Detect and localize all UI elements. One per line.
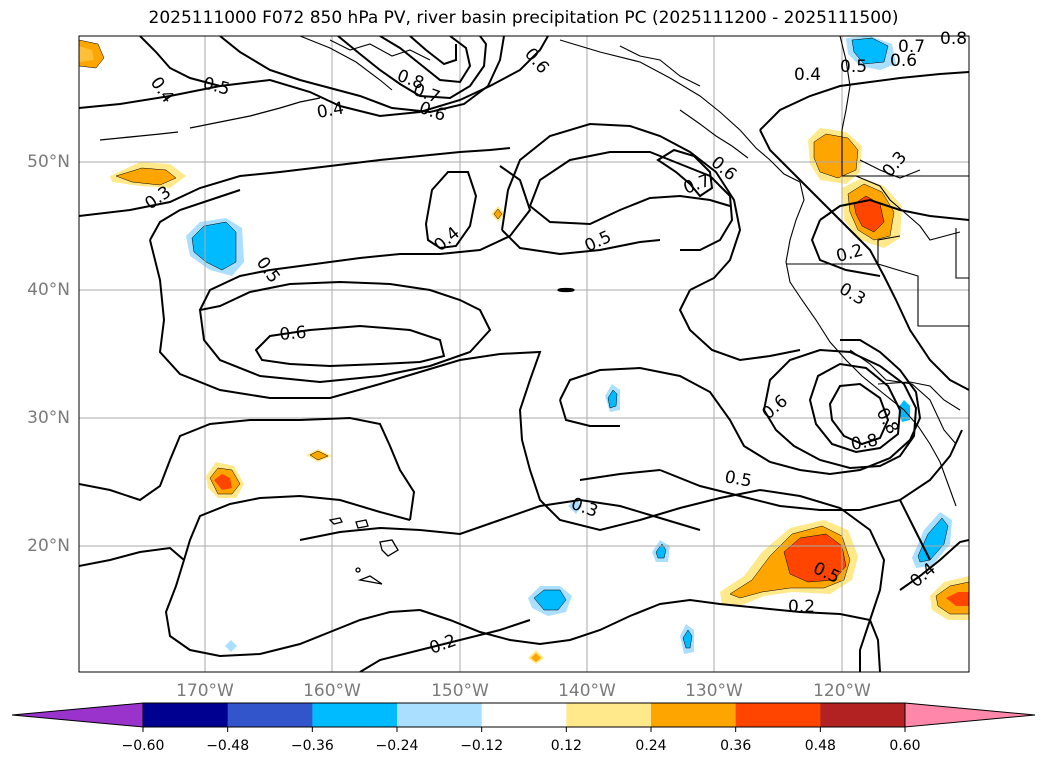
longitude-label: 120°W	[813, 681, 871, 701]
colorbar-tick-label: −0.36	[290, 738, 334, 754]
latitude-label: 30°N	[27, 408, 70, 428]
contour-label: 0.2	[788, 597, 815, 617]
colorbar-tick-label: 0.48	[804, 738, 836, 754]
colorbar-segment	[735, 703, 821, 727]
colorbar-segment	[143, 703, 229, 727]
map-title: 2025111000 F072 850 hPa PV, river basin …	[148, 8, 899, 28]
colorbar-segment	[566, 703, 652, 727]
contour-label: 0.4	[794, 65, 821, 85]
colorbar-tick-label: 0.60	[889, 738, 921, 754]
colorbar-segment	[481, 703, 567, 727]
colorbar-tick-label: −0.48	[206, 738, 250, 754]
precipitation-shading	[79, 36, 969, 664]
contour-label: 0.8	[940, 29, 967, 49]
islands	[99, 97, 575, 585]
latitude-label: 40°N	[27, 280, 70, 300]
longitude-label: 160°W	[303, 681, 361, 701]
contour-label: 0.5	[840, 57, 867, 77]
colorbar-tick-label: 0.36	[720, 738, 752, 754]
colorbar-tick-label: 0.24	[635, 738, 667, 754]
colorbar-tick-label: −0.24	[375, 738, 419, 754]
contour-label: 0.6	[890, 51, 917, 71]
colorbar-tick-label: −0.12	[460, 738, 504, 754]
map-frame	[78, 35, 970, 673]
longitude-label: 170°W	[176, 681, 234, 701]
pv-contours	[79, 36, 969, 672]
colorbar-segment	[651, 703, 737, 727]
contour-label: 0.8	[849, 431, 879, 455]
longitude-label: 130°W	[685, 681, 743, 701]
graticule	[79, 36, 969, 672]
latitude-label: 50°N	[27, 152, 70, 172]
longitude-label: 150°W	[431, 681, 489, 701]
contour-label: 0.4	[315, 99, 345, 123]
map-panel: 0.4 0.5 0.4 0.3 0.5 0.6 0.4 0.5 0.6 0.7 …	[78, 29, 970, 673]
latitude-label: 20°N	[27, 536, 70, 556]
longitude-label: 140°W	[558, 681, 616, 701]
colorbar-extend-min	[11, 702, 144, 728]
contour-label: 0.6	[279, 323, 308, 345]
colorbar-segment	[820, 703, 906, 727]
colorbar-tick-label: −0.60	[121, 738, 165, 754]
colorbar-segment	[312, 703, 398, 727]
contour-label: 0.7	[898, 37, 925, 57]
colorbar-tick-label: 0.12	[550, 738, 582, 754]
colorbar-extend-max	[904, 702, 1036, 728]
contour-label: 0.5	[723, 467, 753, 491]
colorbar-segment	[397, 703, 483, 727]
colorbar-segment	[227, 703, 313, 727]
